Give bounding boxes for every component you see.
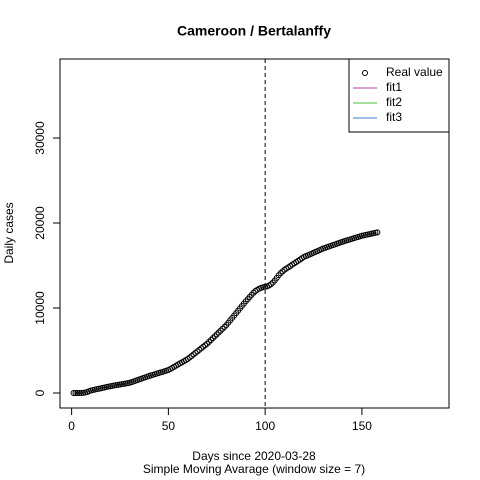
legend-label: fit2 bbox=[386, 95, 402, 109]
data-point bbox=[206, 338, 213, 345]
data-point bbox=[215, 329, 222, 336]
data-point bbox=[213, 331, 220, 338]
data-point bbox=[207, 336, 214, 343]
y-tick-label: 0 bbox=[33, 389, 47, 396]
data-point bbox=[219, 325, 226, 332]
data-point bbox=[78, 389, 85, 396]
data-point bbox=[221, 323, 228, 330]
data-point bbox=[74, 389, 81, 396]
data-point bbox=[217, 327, 224, 334]
y-tick-label: 20000 bbox=[33, 206, 47, 240]
chart-title: Cameroon / Bertalanffy bbox=[177, 23, 331, 39]
legend-label: fit3 bbox=[386, 110, 402, 124]
legend-label: fit1 bbox=[386, 80, 402, 94]
x-tick-label: 150 bbox=[352, 419, 372, 433]
data-point bbox=[76, 389, 83, 396]
subtitle: Simple Moving Avarage (window size = 7) bbox=[143, 462, 365, 476]
data-point bbox=[72, 389, 79, 396]
data-point bbox=[211, 333, 218, 340]
x-axis-label: Days since 2020-03-28 bbox=[192, 449, 316, 463]
y-tick-label: 30000 bbox=[33, 121, 47, 155]
data-point bbox=[209, 335, 216, 342]
data-point bbox=[204, 340, 211, 347]
x-tick-label: 100 bbox=[255, 419, 275, 433]
legend-symbol bbox=[362, 70, 368, 76]
y-tick-label: 10000 bbox=[33, 291, 47, 325]
legend-box bbox=[348, 58, 450, 133]
data-point bbox=[70, 389, 77, 396]
x-tick-label: 0 bbox=[68, 419, 75, 433]
y-axis-label: Daily cases bbox=[2, 202, 16, 263]
legend-label: Real value bbox=[386, 65, 443, 79]
data-point bbox=[374, 229, 381, 236]
x-tick-label: 50 bbox=[162, 419, 176, 433]
